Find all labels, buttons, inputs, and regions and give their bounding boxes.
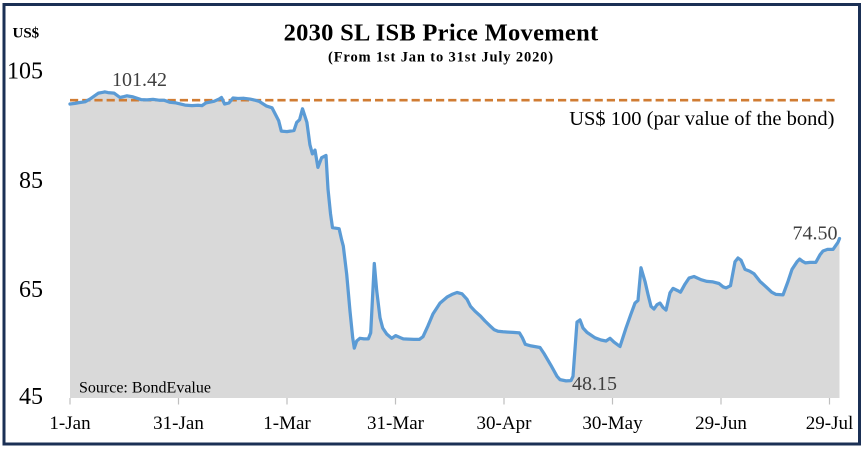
- svg-text:2030 SL ISB Price Movement: 2030 SL ISB Price Movement: [284, 20, 599, 47]
- svg-text:US$: US$: [13, 26, 40, 42]
- svg-text:29-Jun: 29-Jun: [695, 413, 747, 434]
- svg-text:(From 1st Jan to 31st July 202: (From 1st Jan to 31st July 2020): [328, 50, 554, 66]
- svg-text:65: 65: [19, 277, 43, 303]
- svg-text:31-Jan: 31-Jan: [153, 413, 204, 434]
- svg-text:US$ 100 (par value of the bond: US$ 100 (par value of the bond): [569, 108, 834, 130]
- svg-text:48.15: 48.15: [572, 373, 617, 395]
- svg-text:1-Jan: 1-Jan: [49, 413, 91, 434]
- svg-text:85: 85: [19, 168, 43, 194]
- svg-text:101.42: 101.42: [112, 69, 167, 91]
- svg-text:74.50: 74.50: [793, 223, 838, 245]
- svg-text:105: 105: [7, 59, 43, 85]
- svg-text:45: 45: [19, 384, 43, 410]
- svg-text:30-May: 30-May: [582, 413, 643, 434]
- svg-text:29-Jul: 29-Jul: [806, 413, 854, 434]
- svg-text:1-Mar: 1-Mar: [263, 413, 311, 434]
- svg-text:Source: BondEvalue: Source: BondEvalue: [79, 380, 211, 397]
- svg-text:30-Apr: 30-Apr: [477, 413, 533, 434]
- svg-text:31-Mar: 31-Mar: [367, 413, 425, 434]
